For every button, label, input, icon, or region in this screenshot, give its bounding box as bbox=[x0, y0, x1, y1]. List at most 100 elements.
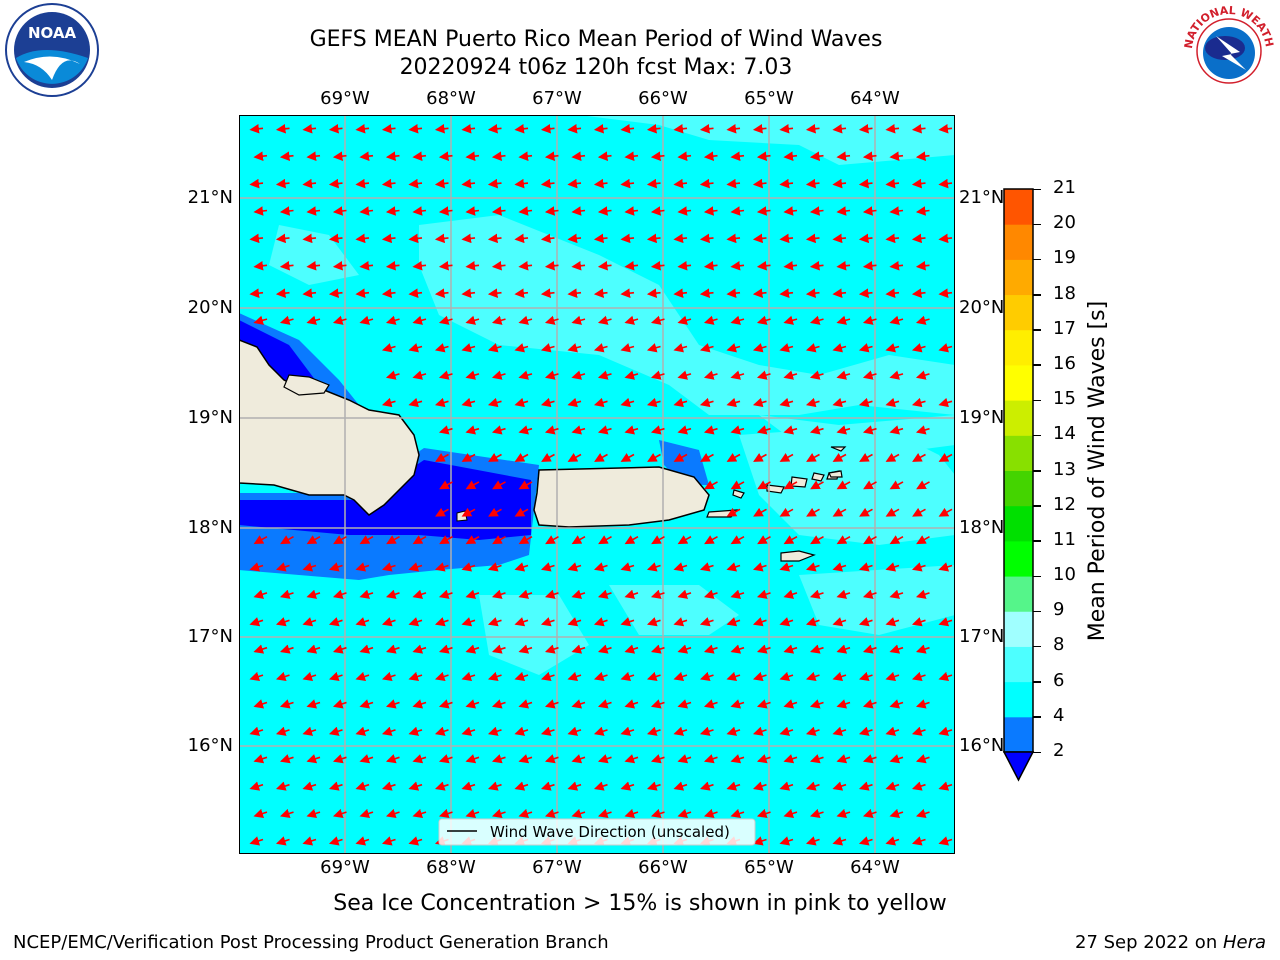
wind-wave-arrow bbox=[752, 671, 767, 682]
colorbar-segment bbox=[1004, 364, 1033, 401]
wind-wave-arrow bbox=[487, 178, 502, 189]
wind-wave-arrow bbox=[381, 288, 396, 298]
wind-wave-arrow bbox=[249, 781, 264, 791]
wind-wave-arrow bbox=[597, 699, 612, 709]
wind-wave-arrow bbox=[332, 754, 347, 764]
wind-wave-arrow bbox=[275, 562, 290, 572]
wind-wave-arrow bbox=[385, 151, 400, 161]
colorbar-segment bbox=[1004, 470, 1033, 507]
wind-wave-arrow bbox=[915, 808, 930, 819]
colorbar-segment bbox=[1004, 505, 1033, 542]
wind-wave-arrow bbox=[434, 562, 449, 572]
wind-wave-arrow bbox=[915, 699, 930, 709]
wind-wave-arrow bbox=[756, 589, 771, 599]
wind-wave-arrow bbox=[651, 535, 665, 545]
wind-wave-arrow bbox=[699, 343, 714, 353]
wind-wave-arrow bbox=[832, 726, 847, 736]
wind-wave-arrow bbox=[381, 397, 396, 408]
wind-wave-arrow bbox=[757, 535, 771, 545]
wind-wave-arrow bbox=[677, 315, 692, 325]
wind-wave-arrow bbox=[412, 754, 427, 764]
colorbar-tick bbox=[1033, 434, 1041, 437]
wind-wave-arrow bbox=[487, 124, 502, 134]
colorbar-tick bbox=[1033, 540, 1041, 542]
colorbar-title: Mean Period of Wind Waves [s] bbox=[1085, 300, 1110, 642]
wind-wave-arrow bbox=[544, 151, 559, 161]
wind-wave-arrow bbox=[673, 453, 688, 462]
wind-wave-arrow bbox=[332, 808, 347, 819]
wind-wave-arrow bbox=[620, 562, 635, 572]
wind-wave-arrow bbox=[650, 425, 665, 435]
colorbar-segment bbox=[1004, 400, 1033, 436]
wind-wave-arrow bbox=[726, 233, 741, 244]
wind-wave-arrow bbox=[650, 370, 665, 380]
wind-wave-arrow bbox=[938, 233, 953, 244]
wind-wave-arrow bbox=[567, 178, 582, 189]
wind-wave-arrow bbox=[779, 562, 794, 572]
wind-wave-arrow bbox=[571, 699, 586, 709]
wind-wave-arrow bbox=[699, 178, 714, 189]
colorbar-tick bbox=[1033, 645, 1041, 648]
wind-wave-arrow bbox=[889, 589, 904, 599]
wind-wave-arrow bbox=[302, 726, 317, 736]
wind-wave-arrow bbox=[487, 781, 502, 791]
wind-wave-arrow bbox=[620, 726, 635, 736]
wind-wave-arrow bbox=[381, 233, 396, 244]
wind-wave-arrow bbox=[328, 671, 343, 682]
wind-wave-arrow bbox=[885, 617, 900, 627]
wind-wave-arrow bbox=[938, 288, 953, 298]
wind-wave-arrow bbox=[491, 754, 506, 764]
wind-wave-arrow bbox=[836, 589, 851, 599]
colorbar-tick-label: 13 bbox=[1053, 458, 1076, 480]
wind-wave-arrow bbox=[703, 808, 718, 819]
tick-label: 67°W bbox=[532, 88, 582, 109]
wind-wave-arrow bbox=[624, 808, 639, 819]
wind-wave-arrow bbox=[889, 535, 904, 545]
colorbar-segment bbox=[1004, 611, 1033, 647]
wind-wave-arrow bbox=[911, 671, 926, 682]
wind-wave-arrow bbox=[779, 617, 794, 627]
wind-wave-arrow bbox=[597, 589, 612, 599]
wind-wave-arrow bbox=[434, 124, 449, 134]
wind-wave-arrow bbox=[518, 425, 533, 435]
wind-wave-arrow bbox=[836, 808, 851, 819]
wind-wave-arrow bbox=[730, 425, 745, 435]
wind-wave-arrow bbox=[756, 699, 771, 709]
wind-wave-arrow bbox=[514, 124, 529, 134]
wind-wave-arrow bbox=[624, 644, 639, 654]
wind-wave-arrow bbox=[518, 535, 533, 545]
wind-wave-arrow bbox=[809, 644, 824, 654]
wind-wave-arrow bbox=[624, 261, 639, 271]
wind-wave-arrow bbox=[381, 671, 396, 682]
wind-wave-arrow bbox=[752, 124, 767, 134]
wind-wave-arrow bbox=[275, 288, 290, 298]
colorbar-tick-label: 4 bbox=[1053, 704, 1065, 726]
wind-wave-arrow bbox=[306, 589, 321, 599]
wind-wave-arrow bbox=[756, 644, 771, 654]
wind-wave-arrow bbox=[332, 699, 347, 709]
wind-wave-arrow bbox=[646, 617, 661, 627]
wind-wave-arrow bbox=[620, 343, 635, 353]
wind-wave-arrow bbox=[726, 453, 741, 462]
wind-wave-arrow bbox=[540, 781, 555, 791]
wind-wave-arrow bbox=[915, 425, 930, 435]
wind-wave-arrow bbox=[492, 535, 506, 545]
wind-wave-arrow bbox=[624, 754, 639, 764]
wind-wave-arrows bbox=[249, 124, 953, 846]
wind-wave-arrow bbox=[862, 370, 877, 380]
wind-wave-arrow bbox=[279, 644, 294, 654]
wind-wave-arrow bbox=[836, 151, 851, 161]
wind-wave-arrow bbox=[677, 151, 692, 161]
wind-wave-arrow bbox=[518, 808, 533, 819]
wind-wave-arrow bbox=[328, 781, 343, 791]
wind-wave-arrow bbox=[885, 397, 900, 408]
wind-wave-arrow bbox=[253, 261, 268, 271]
colorbar bbox=[1002, 188, 1035, 782]
wind-wave-arrow bbox=[704, 535, 718, 545]
wind-wave-arrow bbox=[938, 562, 953, 572]
wind-wave-arrow bbox=[783, 315, 798, 325]
wind-wave-arrow bbox=[805, 178, 820, 189]
wind-wave-arrow bbox=[540, 671, 555, 682]
wind-wave-arrow bbox=[650, 808, 665, 819]
wind-wave-arrow bbox=[359, 754, 374, 764]
